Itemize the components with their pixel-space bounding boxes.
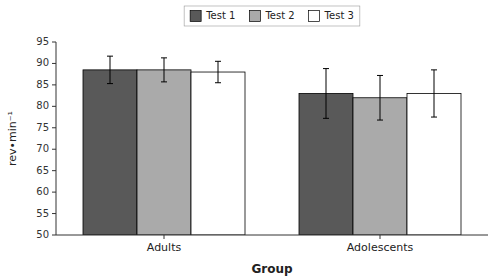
y-tick-label: 50 [36,229,49,240]
legend-swatch [190,11,201,22]
bar [83,70,137,235]
y-tick [52,127,56,128]
legend: Test 2 Test 3 Test 1 [184,6,360,26]
error-bar [323,69,329,119]
chart: 50 55 60 65 70 75 80 85 90 95 Adults Adolescents Gro… [0,0,500,279]
y-tick-label: 95 [36,36,49,47]
y-tick [52,170,56,171]
error-bar [377,75,383,120]
legend-frame [184,6,360,26]
x-tick-label: Adults [147,241,182,254]
bars [83,56,461,235]
y-tick-label: 80 [36,100,49,111]
x-tick-label: Adolescents [347,241,414,254]
y-tick [52,149,56,150]
bar [191,72,245,235]
y-tick-label: 60 [36,186,49,197]
error-bar [215,61,221,82]
legend-label: Test 3 [324,10,354,21]
error-bar [161,58,167,82]
y-tick [52,213,56,214]
y-tick [52,42,56,43]
y-tick-label: 70 [36,143,49,154]
y-axis-label: rev•min⁻¹ [6,111,19,166]
x-tick [380,235,381,239]
legend-label: Test 2 [264,10,294,21]
legend-swatch [249,11,260,22]
x-axis [56,235,488,236]
y-tick-label: 65 [36,165,49,176]
y-tick-label: 55 [36,208,49,219]
bar [137,70,191,235]
legend-swatch [309,11,320,22]
y-tick [52,235,56,236]
chart-container: 50 55 60 65 70 75 80 85 90 95 Adults Adolescents Gro… [0,0,500,279]
y-tick [52,106,56,107]
y-tick-label: 90 [36,57,49,68]
y-tick [52,84,56,85]
legend-label: Test 1 [205,10,235,21]
error-bar [431,70,437,117]
y-tick-label: 85 [36,79,49,90]
x-tick [164,235,165,239]
y-axis [56,42,57,235]
y-tick [52,192,56,193]
y-tick [52,63,56,64]
x-axis-label: Group [251,262,293,276]
y-tick-label: 75 [36,122,49,133]
error-bar [107,56,113,83]
